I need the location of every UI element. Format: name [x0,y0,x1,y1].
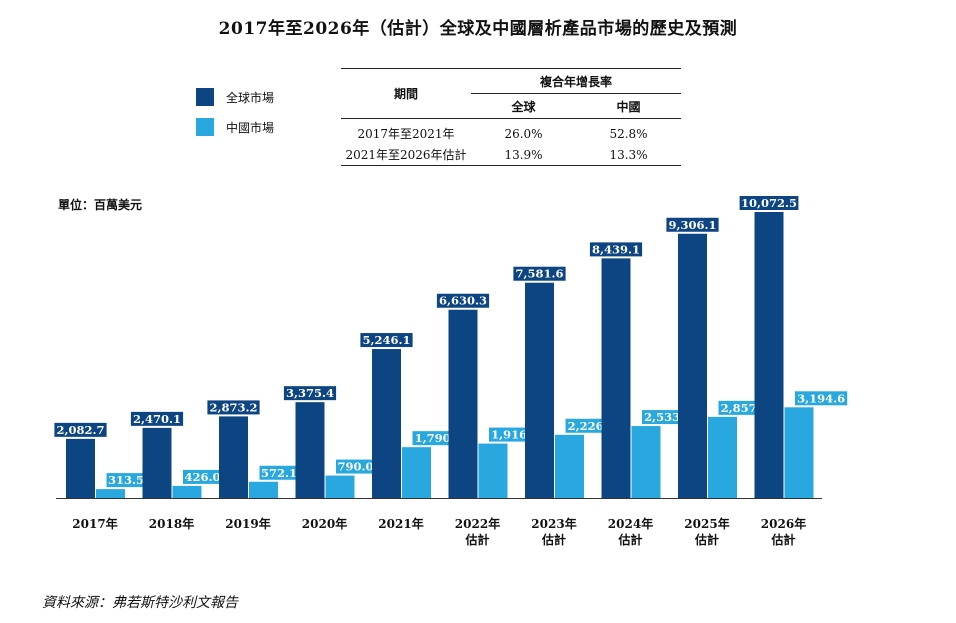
x-tick-label: 2023年 [531,516,576,531]
data-label-global: 9,306.1 [668,218,716,232]
unit-label: 單位：百萬美元 [58,198,143,212]
cagr-table: 期間 複合年增長率 全球 中國 2017年至2021年 26.0% 52.8% … [341,68,681,166]
data-label-global: 2,470.1 [133,412,181,426]
x-tick-label: 2019年 [225,516,270,531]
legend-item-global: 全球市場 [196,88,274,106]
bar-global [219,416,248,498]
legend-item-china: 中國市場 [196,118,274,136]
bar-china [96,489,125,498]
bar-global [142,427,172,498]
cagr-row-period: 2021年至2026年估計 [341,144,471,166]
bar-global [601,258,631,498]
cagr-row-global: 26.0% [504,126,543,141]
data-label-box [54,422,107,437]
data-label-box [106,473,146,488]
cagr-row-china: 13.3% [576,144,681,166]
x-tick-label: 估計 [770,532,795,547]
legend-swatch-global [196,88,214,106]
cagr-row: 2021年至2026年估計 13.9% 13.3% [341,144,681,166]
cagr-row-global: 13.9% [471,144,576,166]
data-label-box [130,411,184,426]
cagr-period-header: 期間 [341,68,471,119]
bar-global [66,438,95,498]
bar-global [525,282,554,498]
cagr-row: 2017年至2021年 26.0% 52.8% [341,119,681,145]
cagr-row-china: 52.8% [609,126,648,141]
bar-global [678,233,707,498]
bar-china [708,416,737,498]
chart-title: 2017年至2026年（估計）全球及中國層析產品市場的歷史及預測 [218,19,738,39]
bar-china [478,443,508,498]
data-label-global: 2,082.7 [56,423,104,437]
bar-china [325,475,355,498]
data-label-box [207,400,260,415]
data-label-box [183,469,222,484]
cagr-group-header: 複合年增長率 [471,68,681,94]
x-tick-label: 2026年 [761,516,806,531]
source-note: 資料來源：弗若斯特沙利文報告 [42,595,238,611]
data-label-box [336,459,375,474]
data-label-global: 8,439.1 [592,242,640,256]
x-tick-label: 2022年 [455,516,500,531]
data-label-box [360,333,413,348]
x-tick-label: 估計 [464,532,489,547]
x-tick-label: 2021年 [378,516,423,531]
data-label-box [513,266,566,281]
data-label-box [259,465,299,480]
bar-global [448,309,478,498]
bar-china [402,447,431,498]
legend: 全球市場 中國市場 [196,88,274,148]
data-label-box [666,217,719,232]
data-label-global: 2,873.2 [209,400,257,414]
cagr-col-global: 全球 [471,93,576,119]
cagr-col-china: 中國 [576,93,681,119]
bar-china [172,485,202,498]
bar-global [295,402,325,498]
bar-global [372,349,401,498]
data-label-global: 10,072.5 [741,196,797,210]
bar-china [784,407,814,498]
bar-china [555,434,584,498]
x-tick-label: 估計 [541,532,566,547]
data-label-china: 790.0 [337,460,373,474]
x-tick-label: 估計 [694,532,719,547]
data-label-china: 313.5 [108,473,144,487]
x-tick-label: 2020年 [302,516,347,531]
bar-china [249,481,278,498]
bar-china [631,426,661,498]
data-label-box [436,293,490,308]
x-tick-label: 2017年 [72,516,117,531]
x-tick-label: 2018年 [149,516,194,531]
data-label-box [283,386,337,401]
cagr-row-period: 2017年至2021年 [357,127,455,141]
bar-global [754,212,784,498]
data-label-china: 3,194.6 [797,391,845,405]
data-label-global: 5,246.1 [362,333,410,347]
x-tick-label: 2025年 [684,516,729,531]
legend-label-china: 中國市場 [226,120,275,135]
data-label-box [795,391,848,406]
x-tick-label: 2024年 [608,516,653,531]
data-label-box [589,242,643,257]
data-label-global: 7,581.6 [515,267,563,281]
legend-label-global: 全球市場 [226,90,275,105]
x-tick-label: 估計 [617,532,642,547]
legend-swatch-china [196,118,214,136]
data-label-box [739,196,799,210]
data-label-global: 3,375.4 [286,386,334,400]
data-label-china: 572.1 [261,466,297,480]
data-label-china: 426.0 [184,470,220,484]
data-label-global: 6,630.3 [439,294,487,308]
